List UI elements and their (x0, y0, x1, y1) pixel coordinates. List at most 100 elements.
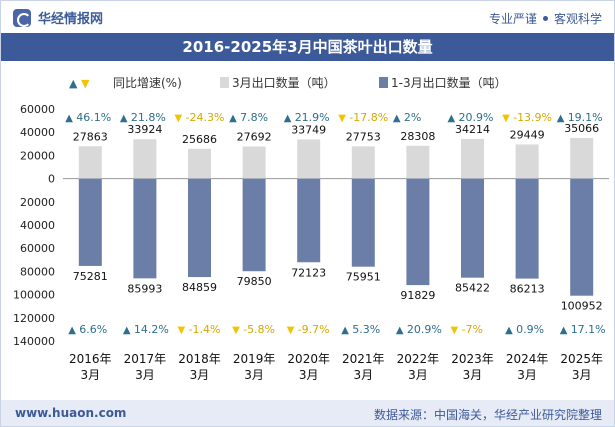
growth-label-jan-mar: -1.4% (189, 323, 221, 336)
growth-down-arrow-icon: ▼ (287, 325, 295, 336)
legend-up-arrow-icon: ▲ (69, 77, 78, 90)
data-label-march: 34214 (455, 123, 490, 136)
slogan-left: 专业严谨 (488, 12, 537, 26)
legend-march-swatch (220, 77, 229, 88)
x-tick-label-month: 3月 (517, 368, 537, 382)
growth-label-march: 21.9% (295, 111, 330, 124)
header: 华经情报网 专业严谨 客观科学 (1, 1, 614, 33)
data-label-jan-mar: 85993 (127, 282, 162, 295)
bar-march (515, 144, 539, 179)
growth-up-arrow-icon: ▲ (557, 113, 565, 124)
growth-label-march: 21.8% (131, 111, 166, 124)
bar-march (297, 139, 321, 179)
growth-label-march: 2% (404, 111, 421, 124)
growth-label-march: -13.9% (513, 111, 552, 124)
data-label-jan-mar: 84859 (182, 281, 217, 294)
y-tick-label: 20000 (20, 196, 55, 209)
dot-icon (542, 16, 548, 21)
slogan: 专业严谨 客观科学 (489, 10, 602, 27)
growth-label-march: 20.9% (459, 111, 494, 124)
data-label-jan-mar: 100952 (561, 300, 603, 313)
growth-label-jan-mar: 0.9% (516, 323, 544, 336)
data-label-jan-mar: 91829 (400, 289, 435, 302)
y-tick-label: 40000 (20, 126, 55, 139)
bar-march (351, 146, 375, 179)
bar-jan-mar (188, 178, 211, 278)
legend-down-arrow-icon: ▼ (81, 77, 90, 90)
growth-up-arrow-icon: ▲ (65, 113, 73, 124)
x-tick-label-month: 3月 (408, 368, 428, 382)
legend-jan-mar-label: 1-3月出口数量（吨） (391, 75, 507, 90)
growth-down-arrow-icon: ▼ (178, 325, 186, 336)
growth-label-jan-mar: 6.6% (79, 323, 107, 336)
bar-jan-mar (351, 178, 375, 267)
data-label-jan-mar: 86213 (510, 283, 545, 296)
data-label-jan-mar: 85422 (455, 282, 490, 295)
growth-up-arrow-icon: ▲ (393, 113, 401, 124)
slogan-right: 客观科学 (553, 12, 602, 26)
bar-march (406, 145, 430, 179)
x-tick-label-month: 3月 (299, 368, 319, 382)
legend-jan-mar-swatch (379, 77, 388, 88)
website-link[interactable]: www.huaon.com (15, 406, 127, 420)
growth-down-arrow-icon: ▼ (502, 113, 510, 124)
y-tick-label: 20000 (20, 149, 55, 162)
growth-up-arrow-icon: ▲ (123, 325, 131, 336)
bar-march (242, 146, 266, 179)
x-tick-label-year: 2022年 (397, 352, 440, 366)
growth-up-arrow-icon: ▲ (120, 113, 128, 124)
x-tick-label-month: 3月 (135, 368, 155, 382)
data-label-march: 35066 (564, 122, 599, 135)
x-tick-label-year: 2023年 (451, 352, 494, 366)
growth-up-arrow-icon: ▲ (560, 325, 568, 336)
chart-area: ▲ ▼ 同比增速(%) 3月出口数量（吨） 1-3月出口数量（吨）60000400002… (13, 75, 609, 382)
growth-label-jan-mar: -9.7% (298, 323, 330, 336)
y-tick-label: 60000 (20, 103, 55, 116)
growth-label-jan-mar: -7% (462, 323, 483, 336)
y-tick-label: 60000 (20, 242, 55, 255)
bar-march (570, 137, 594, 179)
growth-label-jan-mar: 14.2% (134, 323, 169, 336)
bar-jan-mar (242, 178, 266, 272)
bar-jan-mar (570, 178, 594, 296)
growth-label-jan-mar: 17.1% (571, 323, 606, 336)
bar-march (133, 139, 157, 179)
growth-down-arrow-icon: ▼ (175, 113, 183, 124)
growth-down-arrow-icon: ▼ (451, 325, 459, 336)
y-tick-label: 80000 (20, 265, 55, 278)
x-tick-label-year: 2020年 (287, 352, 330, 366)
bar-jan-mar (133, 178, 157, 279)
bar-jan-mar (515, 178, 539, 279)
x-tick-label-month: 3月 (80, 368, 100, 382)
growth-label-jan-mar: 20.9% (407, 323, 442, 336)
y-tick-label: 120000 (13, 312, 55, 325)
x-tick-label-year: 2017年 (124, 352, 167, 366)
bar-march (188, 148, 211, 179)
growth-label-march: 46.1% (76, 111, 111, 124)
data-label-march: 29449 (510, 128, 545, 141)
data-label-march: 27692 (237, 130, 272, 143)
x-tick-label-year: 2025年 (560, 352, 603, 366)
x-tick-label-year: 2024年 (506, 352, 549, 366)
bar-jan-mar (461, 178, 484, 278)
growth-up-arrow-icon: ▲ (284, 113, 292, 124)
growth-label-march: 19.1% (568, 111, 603, 124)
growth-label-march: 7.8% (240, 111, 268, 124)
data-label-jan-mar: 75281 (73, 270, 108, 283)
x-tick-label-year: 2019年 (233, 352, 276, 366)
bar-jan-mar (78, 178, 102, 266)
bar-march (461, 138, 484, 179)
y-tick-label: 140000 (13, 335, 55, 348)
data-label-march: 25686 (182, 133, 217, 146)
data-label-jan-mar: 75951 (346, 271, 381, 284)
data-label-march: 33749 (291, 123, 326, 136)
x-tick-label-year: 2018年 (178, 352, 221, 366)
x-tick-label-month: 3月 (572, 368, 592, 382)
chart-title: 2016-2025年3月中国茶叶出口数量 (182, 38, 433, 56)
bar-jan-mar (297, 178, 321, 263)
growth-label-march: -24.3% (186, 111, 225, 124)
legend-march-label: 3月出口数量（吨） (232, 75, 336, 90)
growth-up-arrow-icon: ▲ (505, 325, 513, 336)
data-label-jan-mar: 79850 (237, 275, 272, 288)
